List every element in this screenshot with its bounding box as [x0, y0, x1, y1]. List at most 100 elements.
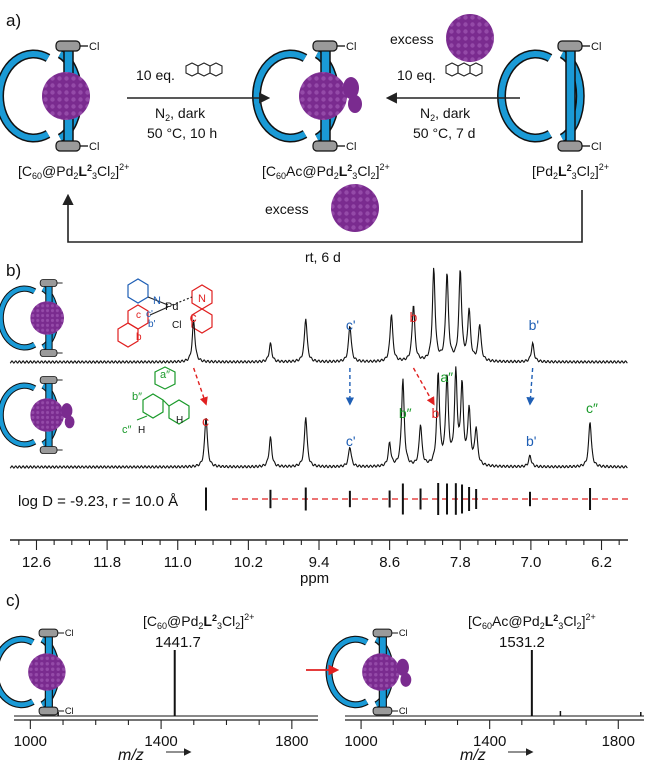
fullerene-icon [331, 184, 379, 232]
dosy-label: log D = -9.23, r = 10.0 Å [18, 493, 178, 510]
fullerene-icon [446, 14, 494, 62]
cage-left: Cl Cl [0, 41, 99, 153]
ms-axis-tick-label: 1000 [14, 733, 47, 750]
compound-middle-label: [C60Ac@Pd2L23Cl2]2+ [262, 162, 390, 181]
panel-label-c: c) [6, 591, 20, 610]
inset-pd: Pd [165, 301, 178, 313]
inset-cp: c' [146, 309, 153, 320]
axis-tick-label: 6.2 [591, 554, 612, 571]
inset-bp: b' [148, 319, 156, 330]
inset-h1: H [176, 415, 183, 426]
ms-right-label: [C60Ac@Pd2L23Cl2]2+ [468, 612, 596, 631]
spectrum-trace [9, 366, 628, 469]
peak-label: c [202, 413, 209, 429]
svg-text:m/z: m/z [118, 747, 144, 764]
fullerene-icon [299, 72, 347, 120]
svg-text:m/z: m/z [460, 747, 486, 764]
cl-label: Cl [346, 141, 356, 153]
cage-ms-left: Cl Cl [0, 628, 74, 716]
inset-b2: b″ [132, 391, 142, 403]
nmr-spectrum-top [9, 267, 628, 364]
ms-axis-tick-label: 1400 [144, 733, 177, 750]
ms-spectrum-right [345, 650, 644, 717]
ms-right-peak-label: 1531.2 [499, 634, 545, 651]
svg-text:Cl: Cl [399, 628, 408, 638]
inset-c: c [136, 310, 141, 321]
nmr-axis-unit: ppm [300, 570, 329, 587]
spectrum-trace [9, 267, 628, 364]
compound-right-label: [Pd2L23Cl2]2+ [532, 162, 609, 181]
axis-tick-label: 8.6 [379, 554, 400, 571]
cl-label: Cl [591, 41, 601, 53]
peak-label: b″ [399, 405, 412, 421]
reaction-arrow-bottom [62, 190, 583, 243]
peak-label: c [190, 309, 197, 325]
inset-b: b [136, 332, 142, 343]
panel-label-b: b) [6, 261, 21, 280]
bottom-reagent-excess: excess [265, 201, 309, 217]
peak-label: b [409, 309, 417, 325]
nmr-axis: 12.6 11.8 11.0 10.2 9.4 8.6 7.8 7.0 6.2 [18, 540, 620, 571]
svg-text:Cl: Cl [65, 706, 74, 716]
inset-a2: a″ [160, 369, 170, 381]
left-reagent: 10 eq. [136, 67, 175, 83]
inset-c2: c″ [122, 424, 132, 436]
cage-small-bottom [1, 377, 75, 454]
peak-label: b [432, 405, 440, 421]
shift-arrow [526, 367, 535, 406]
inset-cl: Cl [172, 320, 181, 331]
cl-label: Cl [591, 141, 601, 153]
svg-text:Cl: Cl [65, 628, 74, 638]
inset-h2: H [138, 425, 145, 436]
ms-axis-tick-label: 1400 [473, 733, 506, 750]
right-conditions: N2, dark [420, 105, 471, 123]
panel-label-a: a) [6, 11, 21, 30]
svg-text:Cl: Cl [399, 706, 408, 716]
axis-tick-label: 9.4 [309, 554, 330, 571]
dosy-trace [204, 483, 628, 515]
cl-label: Cl [346, 41, 356, 53]
axis-tick-label: 10.2 [234, 554, 263, 571]
anthracene-adduct-icon [343, 77, 359, 99]
shift-arrow [192, 367, 208, 406]
ms-left-peak-label: 1441.7 [155, 634, 201, 651]
peak-label: b' [529, 317, 539, 333]
cage-ms-right: Cl Cl [329, 628, 412, 716]
axis-tick-label: 7.0 [520, 554, 541, 571]
inset-n2: N [198, 293, 206, 305]
ms-xlabel-right: m/z [460, 747, 534, 764]
ms-axis-tick-label: 1000 [344, 733, 377, 750]
pd-complex-structure [117, 278, 213, 348]
shift-arrow [412, 367, 435, 406]
ms-spectrum-left [14, 650, 318, 717]
ms-axes: 1000 1400 1800 1000 1400 1800 [14, 720, 635, 750]
axis-tick-label: 11.0 [164, 554, 192, 571]
ms-axis-tick-label: 1800 [602, 733, 635, 750]
cl-label: Cl [89, 141, 99, 153]
axis-tick-label: 7.8 [450, 554, 471, 571]
ms-xlabel-left: m/z [118, 747, 192, 764]
cl-label: Cl [89, 41, 99, 53]
peak-label: c″ [586, 400, 598, 416]
fullerene-icon [42, 72, 90, 120]
peak-label: b' [526, 433, 536, 449]
peak-label: a″ [440, 369, 453, 385]
cage-small-top [1, 280, 64, 357]
cage-middle: Cl Cl [257, 41, 362, 153]
peak-label: c' [346, 433, 356, 449]
ms-axis-tick-label: 1800 [275, 733, 308, 750]
axis-tick-label: 12.6 [22, 554, 51, 571]
left-conditions: N2, dark [155, 105, 206, 123]
ms-left-label: [C60@Pd2L23Cl2]2+ [143, 612, 254, 631]
left-temp-time: 50 °C, 10 h [147, 125, 217, 141]
right-reagent: 10 eq. [397, 67, 436, 83]
peak-annotations: c c' b b' c c' b″ a″ b b' c″ [190, 309, 598, 449]
adduct-structure [136, 366, 190, 425]
compound-left-label: [C60@Pd2L23Cl2]2+ [18, 162, 129, 181]
inset-n1: N [153, 295, 161, 307]
anthracene-icon [445, 62, 483, 77]
bottom-conditions: rt, 6 d [305, 249, 341, 265]
nmr-spectrum-bottom [9, 366, 628, 469]
right-temp-time: 50 °C, 7 d [413, 125, 475, 141]
anthracene-icon [185, 62, 223, 77]
